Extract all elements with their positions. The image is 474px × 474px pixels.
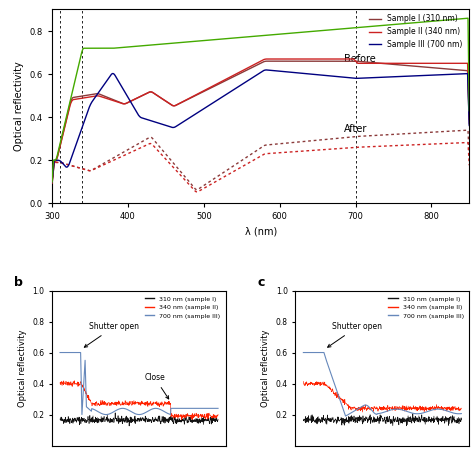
Y-axis label: Optical reflectivity: Optical reflectivity: [261, 329, 270, 407]
Y-axis label: Optical reflectivity: Optical reflectivity: [14, 62, 24, 151]
Y-axis label: Optical reflectivity: Optical reflectivity: [18, 329, 27, 407]
Legend: 310 nm (sample I), 340 nm (sample II), 700 nm (sample III): 310 nm (sample I), 340 nm (sample II), 7…: [386, 293, 466, 321]
Legend: Sample I (310 nm), Sample II (340 nm), Sample III (700 nm): Sample I (310 nm), Sample II (340 nm), S…: [366, 11, 465, 52]
Text: Shutter open: Shutter open: [328, 322, 383, 347]
Text: b: b: [14, 276, 23, 289]
Text: c: c: [257, 276, 264, 289]
Legend: 310 nm (sample I), 340 nm (sample II), 700 nm (sample III): 310 nm (sample I), 340 nm (sample II), 7…: [142, 293, 223, 321]
Text: Before: Before: [344, 54, 376, 64]
X-axis label: λ (nm): λ (nm): [245, 227, 277, 237]
Text: After: After: [344, 124, 367, 134]
Text: Shutter open: Shutter open: [84, 322, 139, 347]
Text: Close: Close: [145, 374, 169, 399]
